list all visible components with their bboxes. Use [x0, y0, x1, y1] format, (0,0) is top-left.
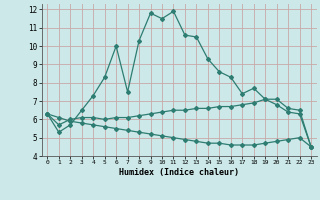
X-axis label: Humidex (Indice chaleur): Humidex (Indice chaleur)	[119, 168, 239, 177]
